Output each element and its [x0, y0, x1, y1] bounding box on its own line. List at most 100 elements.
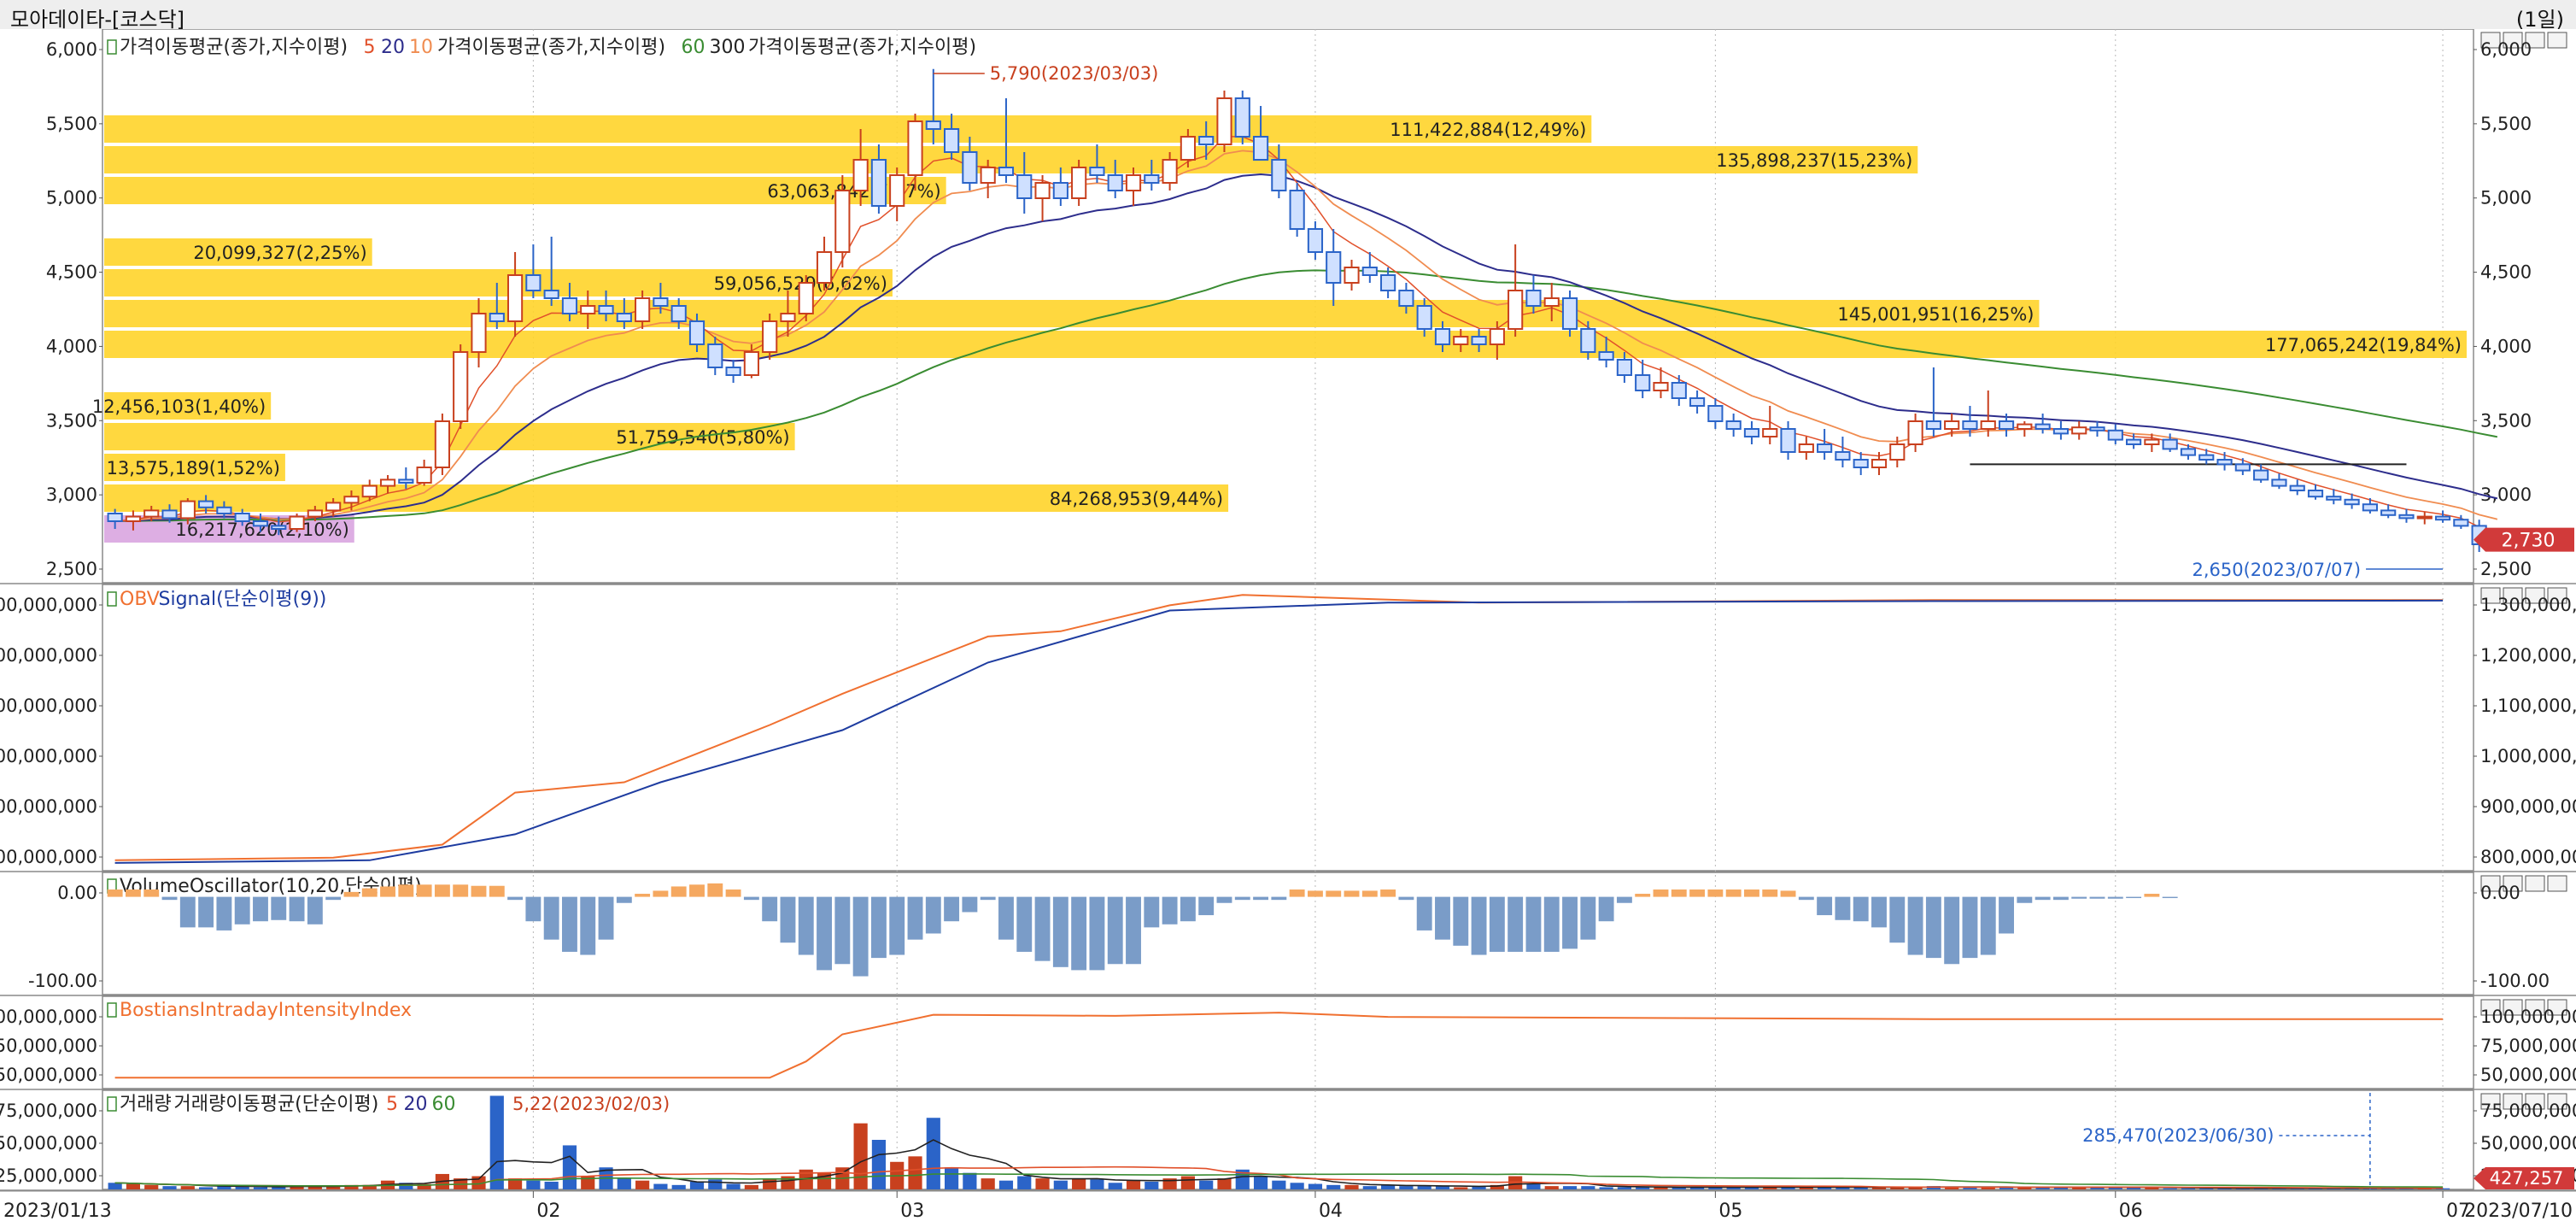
- volume-bar: [1490, 1184, 1504, 1189]
- volume-profile-label: 177,065,242(19,84%): [2265, 335, 2462, 355]
- candle-body: [1561, 297, 1578, 330]
- candle-body: [798, 282, 814, 314]
- legend-marker-icon: [107, 39, 117, 55]
- candle-body: [2052, 428, 2070, 435]
- candle: [543, 237, 559, 306]
- candle-body: [1271, 159, 1287, 191]
- y-tick-right: 100,000,000: [2480, 1007, 2576, 1027]
- vo-bar: [1525, 896, 1542, 952]
- candle-body: [580, 305, 596, 314]
- x-tick-label: 06: [2119, 1201, 2143, 1222]
- window-buttons-icon: [2503, 999, 2523, 1016]
- volume-bar: [489, 1095, 504, 1189]
- candle: [1907, 414, 1923, 452]
- legend-entry: 60: [432, 1094, 456, 1115]
- candle-body: [2107, 429, 2123, 441]
- volume-bar: [108, 1183, 122, 1189]
- candle: [1216, 91, 1232, 152]
- obv-plot: [114, 594, 2444, 864]
- legend-entry: 가격이동평균(종가,지수이평): [748, 37, 976, 58]
- candle-body: [1489, 328, 1505, 345]
- volume-max-annotation: 5,22(2023/02/03): [512, 1094, 670, 1114]
- candle-body: [1180, 136, 1196, 161]
- window-buttons-icon: [2480, 1093, 2501, 1110]
- candle: [1998, 414, 2015, 437]
- x-tick-label: 04: [1319, 1201, 1343, 1222]
- window-buttons-icon: [2547, 32, 2567, 49]
- legend-entry: 거래량이동평균(단순이평): [174, 1094, 379, 1115]
- candle: [1252, 106, 1269, 161]
- volume-profile-bar: [104, 392, 272, 420]
- candle-body: [1616, 359, 1632, 376]
- vo-bar: [1398, 896, 1414, 901]
- y-tick-left: 3,500: [46, 410, 97, 431]
- vo-bar: [2034, 896, 2051, 901]
- obv-series-signal: [114, 599, 2444, 864]
- candle-body: [2453, 519, 2469, 527]
- candle: [216, 501, 232, 519]
- candle-body: [1144, 174, 1160, 184]
- volume-bar: [344, 1184, 359, 1189]
- candle: [1398, 283, 1414, 314]
- candle: [1525, 275, 1542, 314]
- vo-bar: [1907, 896, 1923, 955]
- volume-bar: [689, 1181, 705, 1189]
- vo-bar: [125, 889, 141, 897]
- volume-bar: [507, 1178, 523, 1189]
- candle-body: [1344, 267, 1360, 284]
- candle-body: [1089, 167, 1105, 176]
- candle: [1889, 437, 1906, 467]
- candle: [1508, 244, 1524, 337]
- period-label[interactable]: (1일): [2515, 8, 2564, 32]
- window-buttons-icon: [2503, 32, 2523, 49]
- volume-bar: [1126, 1180, 1141, 1189]
- candle-body: [2326, 496, 2342, 501]
- vo-bar: [307, 896, 323, 925]
- vo-bar: [1944, 896, 1960, 965]
- chart-area[interactable]: 6,000 5,500 5,000 4,500 4,000 3,500 3,000 2,500…: [0, 29, 2576, 1227]
- y-tick-right: 5,000: [2480, 188, 2532, 208]
- vo-bar: [635, 894, 651, 897]
- candle: [1653, 367, 1669, 398]
- volume-bar: [1945, 1187, 1959, 1189]
- vo-bar: [1361, 890, 1378, 897]
- vo-bar: [107, 889, 123, 897]
- window-buttons-icon: [2547, 875, 2567, 892]
- y-tick-left: 6,000: [46, 39, 97, 60]
- candle: [434, 414, 450, 475]
- vo-bar: [743, 896, 759, 901]
- pane-frame: [102, 995, 2474, 1089]
- volume-bar: [1454, 1187, 1468, 1189]
- vo-bar: [198, 896, 214, 928]
- vo-bar: [1980, 896, 1996, 955]
- vo-bar: [416, 884, 432, 897]
- candle: [1234, 91, 1250, 144]
- candle: [1016, 152, 1033, 214]
- legend-entry: 가격이동평균(종가,지수이평): [437, 37, 665, 58]
- legend-biii: BostiansIntradayIntensityIndex: [107, 1000, 412, 1021]
- vo-bar: [1671, 889, 1687, 897]
- candle: [2344, 493, 2360, 509]
- candle: [1580, 321, 1596, 360]
- candle: [688, 314, 705, 352]
- candle-body: [216, 506, 232, 514]
- y-tick-left: 4,000: [46, 336, 97, 356]
- volume-ma-line: [114, 1173, 2444, 1188]
- volume-bar: [2072, 1187, 2087, 1189]
- candle: [980, 160, 996, 198]
- candle-body: [1162, 159, 1178, 184]
- vo-bar: [1471, 896, 1487, 955]
- window-buttons-icon: [2547, 999, 2567, 1016]
- candle: [816, 237, 833, 291]
- candle-body: [2198, 454, 2215, 461]
- candle: [289, 514, 305, 532]
- candle: [707, 337, 723, 375]
- volume-bar: [1344, 1184, 1359, 1189]
- vo-bar: [1853, 896, 1869, 922]
- candle-body: [289, 515, 305, 530]
- candle-body: [234, 513, 250, 522]
- vo-bar: [1216, 896, 1232, 903]
- volume-bar: [2127, 1187, 2141, 1189]
- volume-bar: [1253, 1176, 1268, 1189]
- candle-body: [980, 167, 996, 184]
